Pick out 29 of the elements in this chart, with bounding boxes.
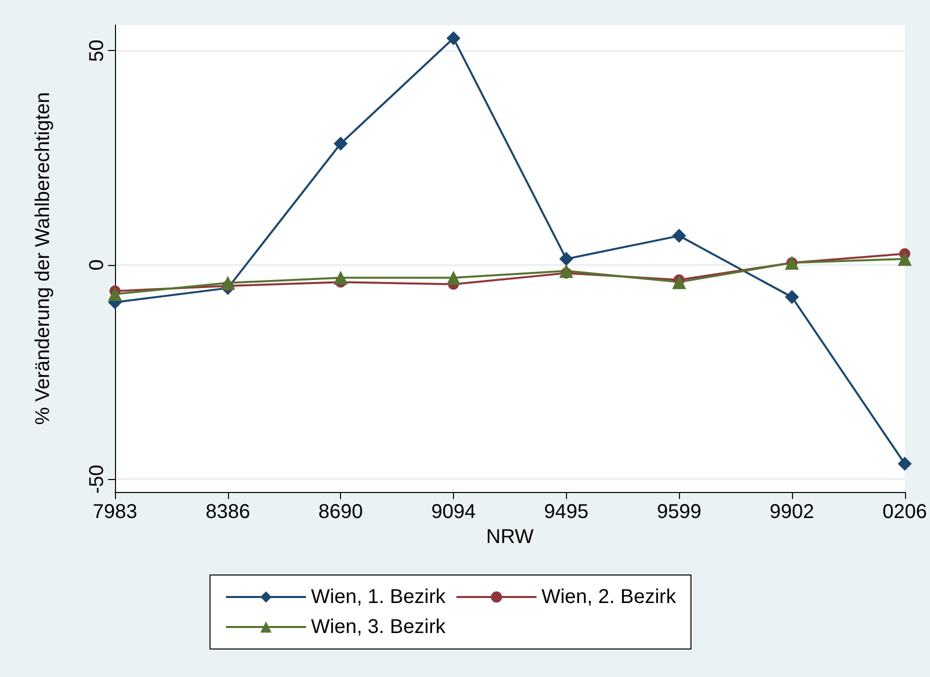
x-tick-label: 9094 [431,501,476,523]
x-tick-label: 8386 [206,501,250,523]
point [108,287,122,302]
point [446,270,460,285]
x-tick-label: 0206 [882,501,928,523]
point [334,270,348,285]
point [898,456,912,471]
point [672,228,686,243]
point [446,31,460,46]
point [784,290,799,304]
legend-label: Wien, 3. Bezirk [311,616,446,638]
y-axis-title: % Veränderung der Wahlberechtigten [32,92,54,425]
point [898,252,912,266]
x-tick-label: 9902 [770,501,814,523]
legend-label: Wien, 2. Bezirk [541,586,677,608]
x-tick-label: 7983 [92,501,138,523]
x-axis-title: NRW [486,526,534,548]
y-tick-label: 0 [86,259,108,270]
legend-label: Wien, 1. Bezirk [311,586,446,608]
x-tick-label: 9495 [544,501,589,523]
point [559,252,574,266]
point [220,276,235,290]
y-tick-label: 50 [86,40,108,62]
x-tick-label: 9599 [656,501,702,523]
point [559,264,574,278]
x-tick-label: 8690 [318,501,363,523]
point [672,275,686,290]
y-tick-label: -50 [86,464,108,494]
point [334,136,348,151]
